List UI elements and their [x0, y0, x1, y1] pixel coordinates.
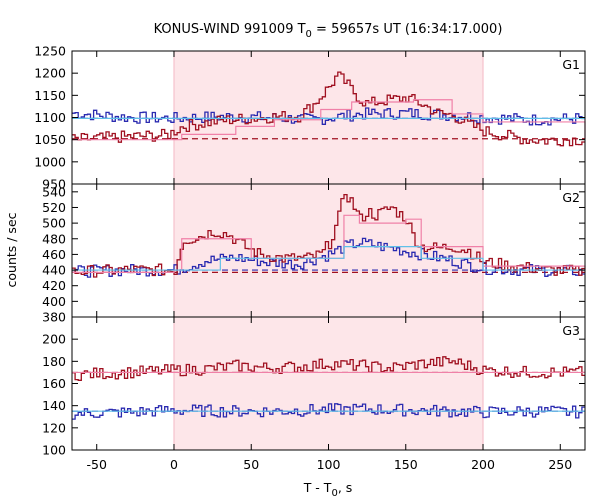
y-tick-label: 380: [42, 310, 66, 325]
chart-title-subscript: 0: [306, 29, 312, 40]
y-tick-label: 1200: [34, 66, 66, 81]
panel-g3: 100 120 140 160 180 200 -50 0 50 100 150 200 250 G3: [42, 316, 586, 472]
red-fit-curve: [72, 214, 586, 274]
blue-fit-curve: [72, 245, 585, 271]
red-light-curve: [72, 193, 585, 278]
y-tick-label: 520: [42, 200, 66, 215]
x-axis-label-main: T - T: [303, 480, 332, 495]
y-tick-label: 950: [42, 177, 66, 192]
red-fit-curve: [72, 99, 586, 141]
y-tick-label: 540: [42, 184, 66, 199]
blue-light-curve: [72, 403, 585, 420]
panel-label-g2: G2: [562, 190, 580, 205]
y-tick-label: 440: [42, 263, 66, 278]
x-axis-label: T - T0, s: [303, 480, 353, 499]
x-tick-label: 100: [317, 457, 341, 472]
x-axis-label-subscript: 0: [331, 488, 337, 499]
y-tick-label: 100: [42, 443, 66, 458]
panel-label-g3: G3: [562, 323, 580, 338]
red-light-curve: [72, 71, 585, 147]
x-tick-label: 200: [471, 457, 495, 472]
red-light-curve: [72, 356, 585, 381]
y-tick-label: 400: [42, 294, 66, 309]
blue-light-curve: [72, 107, 585, 126]
y-tick-label: 180: [42, 354, 66, 369]
chart-title-rest: = 59657s UT (16:34:17.000): [312, 22, 502, 37]
panels: 950100010501100115012001250G138040042044…: [34, 44, 586, 472]
y-tick-label: 1250: [34, 44, 66, 59]
y-tick-label: 120: [42, 420, 66, 435]
y-tick-label: 1100: [34, 110, 66, 125]
x-axis-label-rest: , s: [338, 480, 352, 495]
y-tick-label: 200: [42, 332, 66, 347]
shaded-interval: [173, 317, 484, 450]
y-axis-label: counts / sec: [4, 212, 19, 287]
x-tick-label: 50: [243, 457, 259, 472]
y-tick-label: 1050: [34, 132, 66, 147]
y-tick-label: 140: [42, 398, 66, 413]
y-tick-label: 420: [42, 278, 66, 293]
x-tick-label: 250: [548, 457, 572, 472]
y-tick-label: 160: [42, 376, 66, 391]
y-tick-label: 500: [42, 216, 66, 231]
y-tick-label: 1000: [34, 154, 66, 169]
x-tick-label: 0: [170, 457, 178, 472]
y-tick-label: 460: [42, 247, 66, 262]
y-tick-label: 480: [42, 231, 66, 246]
panel-label-g1: G1: [562, 57, 580, 72]
y-tick-label: 1150: [34, 88, 66, 103]
chart-title-main: KONUS-WIND 991009 T: [154, 22, 306, 37]
x-tick-label: -50: [87, 457, 107, 472]
chart-title: KONUS-WIND 991009 T0 = 59657s UT (16:34:…: [154, 22, 503, 40]
panel-g1: 950 1000 1050 1100 1150 1200 1250 G1: [34, 44, 586, 192]
x-tick-label: 150: [394, 457, 418, 472]
